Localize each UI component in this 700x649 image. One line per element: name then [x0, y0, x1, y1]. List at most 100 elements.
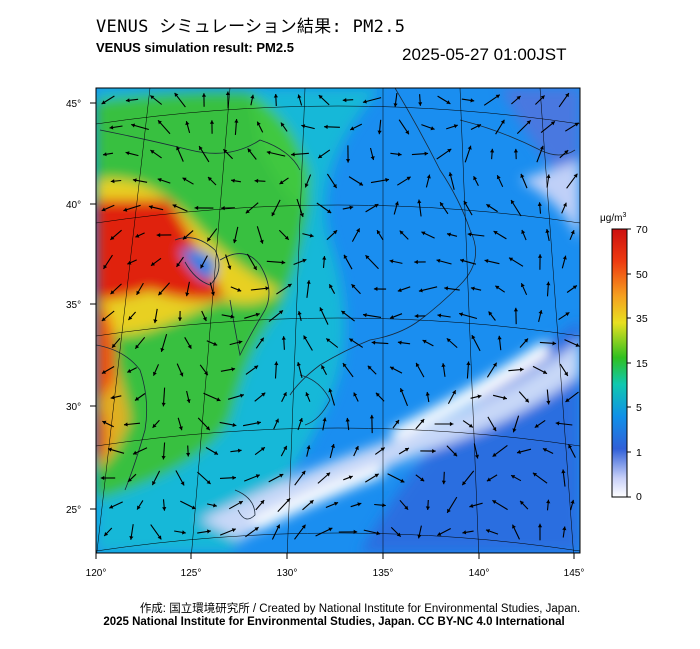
wind-arrow	[101, 204, 115, 212]
wind-arrow	[245, 365, 259, 375]
wind-arrow	[206, 503, 218, 508]
wind-arrow	[436, 148, 452, 160]
wind-arrow	[399, 387, 409, 407]
wind-arrow	[250, 94, 255, 106]
wind-arrow	[177, 417, 183, 431]
wind-arrow	[389, 313, 403, 319]
lat-label: 45°	[66, 99, 81, 110]
wind-arrow	[221, 206, 235, 211]
wind-arrow	[305, 392, 311, 402]
frame-ticks	[90, 102, 575, 559]
wind-arrow	[546, 499, 551, 511]
wind-arrow	[459, 258, 477, 265]
wind-arrow	[511, 95, 521, 105]
wind-arrow	[492, 499, 508, 511]
wind-arrow	[268, 309, 284, 323]
wind-arrow	[418, 286, 438, 293]
wind-arrow	[561, 202, 567, 214]
graticule	[96, 88, 580, 553]
wind-arrow	[473, 443, 479, 459]
wind-arrow	[317, 149, 331, 159]
colorbar-ticks: 70 50 35 15 5 1 0	[627, 224, 648, 503]
wind-arrow	[342, 205, 354, 210]
wind-arrow	[174, 530, 186, 535]
wind-arrow	[417, 199, 422, 217]
wind-arrow	[565, 122, 579, 132]
wind-arrow	[250, 286, 270, 291]
wind-arrow	[512, 524, 520, 540]
wind-arrow	[127, 311, 137, 321]
wind-arrow	[486, 203, 498, 213]
wind-arrow	[470, 394, 482, 399]
wind-arrow	[510, 474, 522, 482]
wind-arrow	[441, 471, 446, 485]
wind-arrow	[123, 422, 141, 427]
wind-arrow	[319, 307, 329, 325]
wind-arrow	[297, 94, 303, 106]
wind-arrow	[418, 94, 423, 106]
wind-arrow	[150, 149, 162, 159]
lon-label: 120°	[86, 568, 107, 579]
wind-arrow	[205, 447, 219, 455]
wind-arrow	[268, 473, 284, 483]
wind-arrow	[539, 341, 557, 346]
wind-arrow	[185, 281, 190, 297]
wind-arrow	[228, 500, 244, 510]
wind-arrow	[538, 309, 543, 323]
wind-arrow	[345, 145, 351, 163]
wind-arrow	[521, 229, 527, 241]
wind-arrow	[411, 151, 429, 156]
wind-arrow	[397, 340, 411, 345]
wind-arrow	[199, 364, 209, 376]
wind-arrow	[363, 529, 381, 536]
wind-arrow	[230, 286, 242, 292]
wind-arrow	[369, 414, 374, 434]
wind-arrow	[255, 337, 265, 349]
wind-arrow	[182, 230, 194, 240]
wind-arrow	[176, 363, 184, 377]
wind-arrow	[566, 285, 578, 293]
wind-arrow	[184, 337, 192, 349]
wind-arrow	[492, 444, 508, 458]
wind-arrow	[447, 390, 457, 404]
wind-arrow	[341, 310, 355, 322]
wind-arrow	[513, 148, 518, 160]
wind-arrow	[420, 449, 436, 454]
wind-arrow	[225, 254, 232, 270]
wind-arrow	[109, 501, 123, 509]
wind-arrow	[109, 125, 123, 130]
wind-arrow	[421, 231, 435, 239]
wind-arrow	[484, 259, 500, 265]
wind-arrow	[254, 392, 266, 402]
wind-arrow	[203, 392, 221, 402]
wind-arrow	[176, 256, 184, 268]
wind-arrow	[566, 173, 578, 189]
wind-arrow	[508, 257, 524, 267]
wind-arrow	[365, 203, 379, 213]
wind-arrow	[157, 178, 171, 184]
wind-arrow	[350, 502, 362, 508]
wind-arrow	[461, 470, 475, 486]
wind-arrow	[315, 527, 333, 537]
lat-gridline	[96, 105, 580, 125]
wind-arrow	[186, 390, 191, 404]
wind-arrow	[425, 499, 430, 511]
wind-arrow	[219, 475, 237, 480]
wind-arrow	[537, 202, 542, 214]
wind-arrow	[519, 338, 529, 348]
wind-arrow	[223, 148, 233, 160]
lon-gridline	[96, 88, 151, 553]
wind-arrow	[304, 174, 312, 188]
wind-arrow	[254, 178, 266, 183]
wind-arrow	[102, 420, 114, 428]
wind-arrow	[316, 202, 332, 214]
wind-arrow	[373, 286, 387, 291]
wind-arrow	[508, 367, 524, 372]
wind-arrow	[444, 286, 460, 291]
colorbar: μg/m3 70 50 35 15 5 1 0	[600, 212, 648, 503]
wind-arrow	[343, 475, 353, 481]
wind-arrow	[152, 364, 160, 376]
wind-arrow	[348, 176, 364, 186]
wind-arrow	[362, 313, 382, 318]
wind-arrow	[296, 198, 304, 218]
